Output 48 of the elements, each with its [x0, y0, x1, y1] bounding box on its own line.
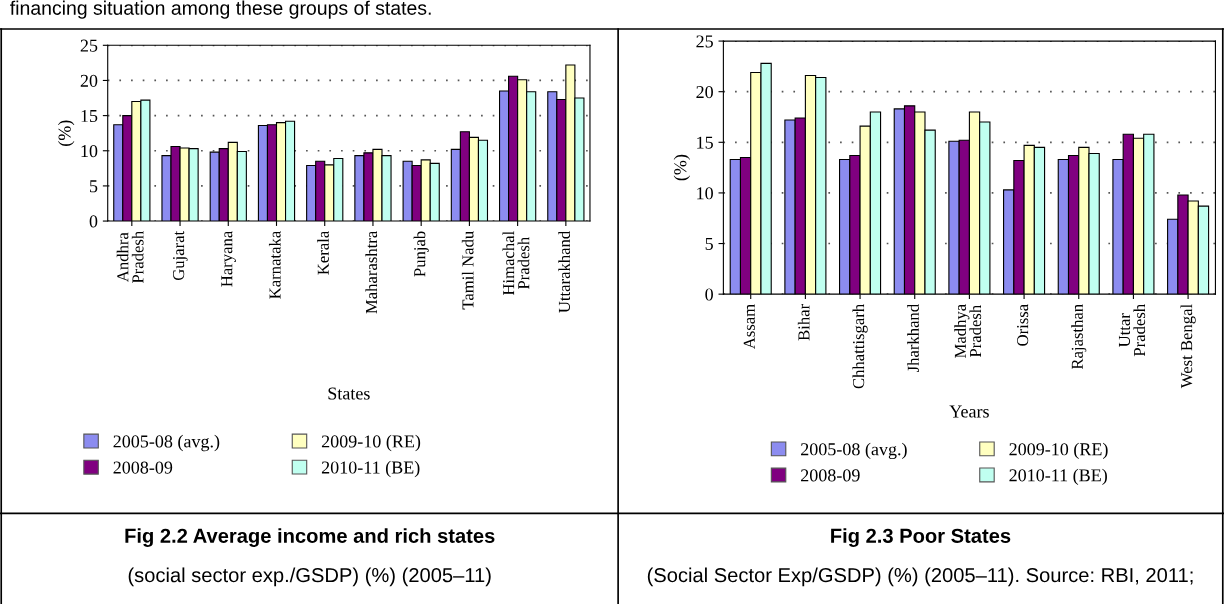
y-tick-label: 5: [705, 237, 713, 250]
x-tick-label: Kerala: [317, 231, 329, 275]
legend-label: 2009-10 (RE): [321, 434, 421, 452]
text: (social sector exp./GSDP) (%) (2005–11): [128, 567, 491, 587]
y-axis-title: (%): [58, 120, 75, 146]
x-tick-label: Karnataka: [268, 231, 281, 299]
legend-label: 2005-08 (avg.): [801, 442, 907, 460]
x-tick-label: Jharkhand: [907, 304, 919, 373]
legend-label: 2010-11 (BE): [1009, 468, 1107, 486]
y-tick-label: 15: [697, 136, 713, 149]
x-tick-label: Uttar Pradesh: [1118, 304, 1146, 357]
legend-label: 2008-09: [801, 469, 860, 482]
text: financing situation among these groups of states.: [10, 0, 431, 19]
x-tick-label: Tamil Nadu: [461, 231, 474, 310]
x-axis-title: States: [328, 387, 370, 400]
y-tick-label: 20: [80, 74, 98, 87]
y-tick-label: 10: [81, 145, 98, 158]
text: Fig 2.2 Average income and rich states: [125, 528, 495, 547]
y-tick-label: 10: [697, 187, 713, 200]
x-tick-label: West Bengal: [1180, 304, 1196, 389]
y-tick-label: 25: [696, 35, 713, 48]
x-tick-label: Orissa: [1017, 304, 1029, 346]
y-tick-label: 0: [89, 215, 98, 228]
x-tick-label: Andhra Pradesh: [116, 231, 144, 284]
x-tick-label: Himachal Pradesh: [502, 231, 530, 296]
legend-label: 2010-11 (BE): [321, 460, 420, 478]
x-tick-label: Bihar: [797, 304, 810, 341]
y-axis-title: (%): [673, 154, 691, 181]
y-tick-label: 5: [90, 180, 98, 193]
text: Fig 2.3 Poor States: [831, 528, 1011, 547]
x-tick-label: Madhya Pradesh: [954, 304, 982, 359]
y-tick-label: 0: [705, 288, 713, 301]
legend-label: 2005-08 (avg.): [113, 434, 220, 452]
x-tick-label: Chhattisgarh: [852, 304, 868, 389]
text: (Social Sector Exp/GSDP) (%) (2005–11). Source: RBI, 2011;: [647, 567, 1193, 587]
x-tick-label: Rajasthan: [1071, 304, 1087, 370]
x-axis-title: Years: [949, 405, 989, 418]
legend-label: 2009-10 (RE): [1009, 442, 1108, 460]
x-tick-label: Assam: [743, 304, 755, 350]
x-tick-label: Punjab: [413, 231, 429, 277]
x-tick-label: Gujarat: [173, 230, 188, 281]
x-tick-label: Uttarakhand: [558, 230, 571, 313]
y-tick-label: 15: [81, 109, 98, 123]
y-tick-label: 20: [696, 85, 713, 99]
legend-label: 2008-09: [113, 461, 173, 474]
x-tick-label: Maharashtra: [365, 231, 378, 314]
x-tick-label: Haryana: [221, 231, 236, 287]
y-tick-label: 25: [80, 39, 98, 52]
